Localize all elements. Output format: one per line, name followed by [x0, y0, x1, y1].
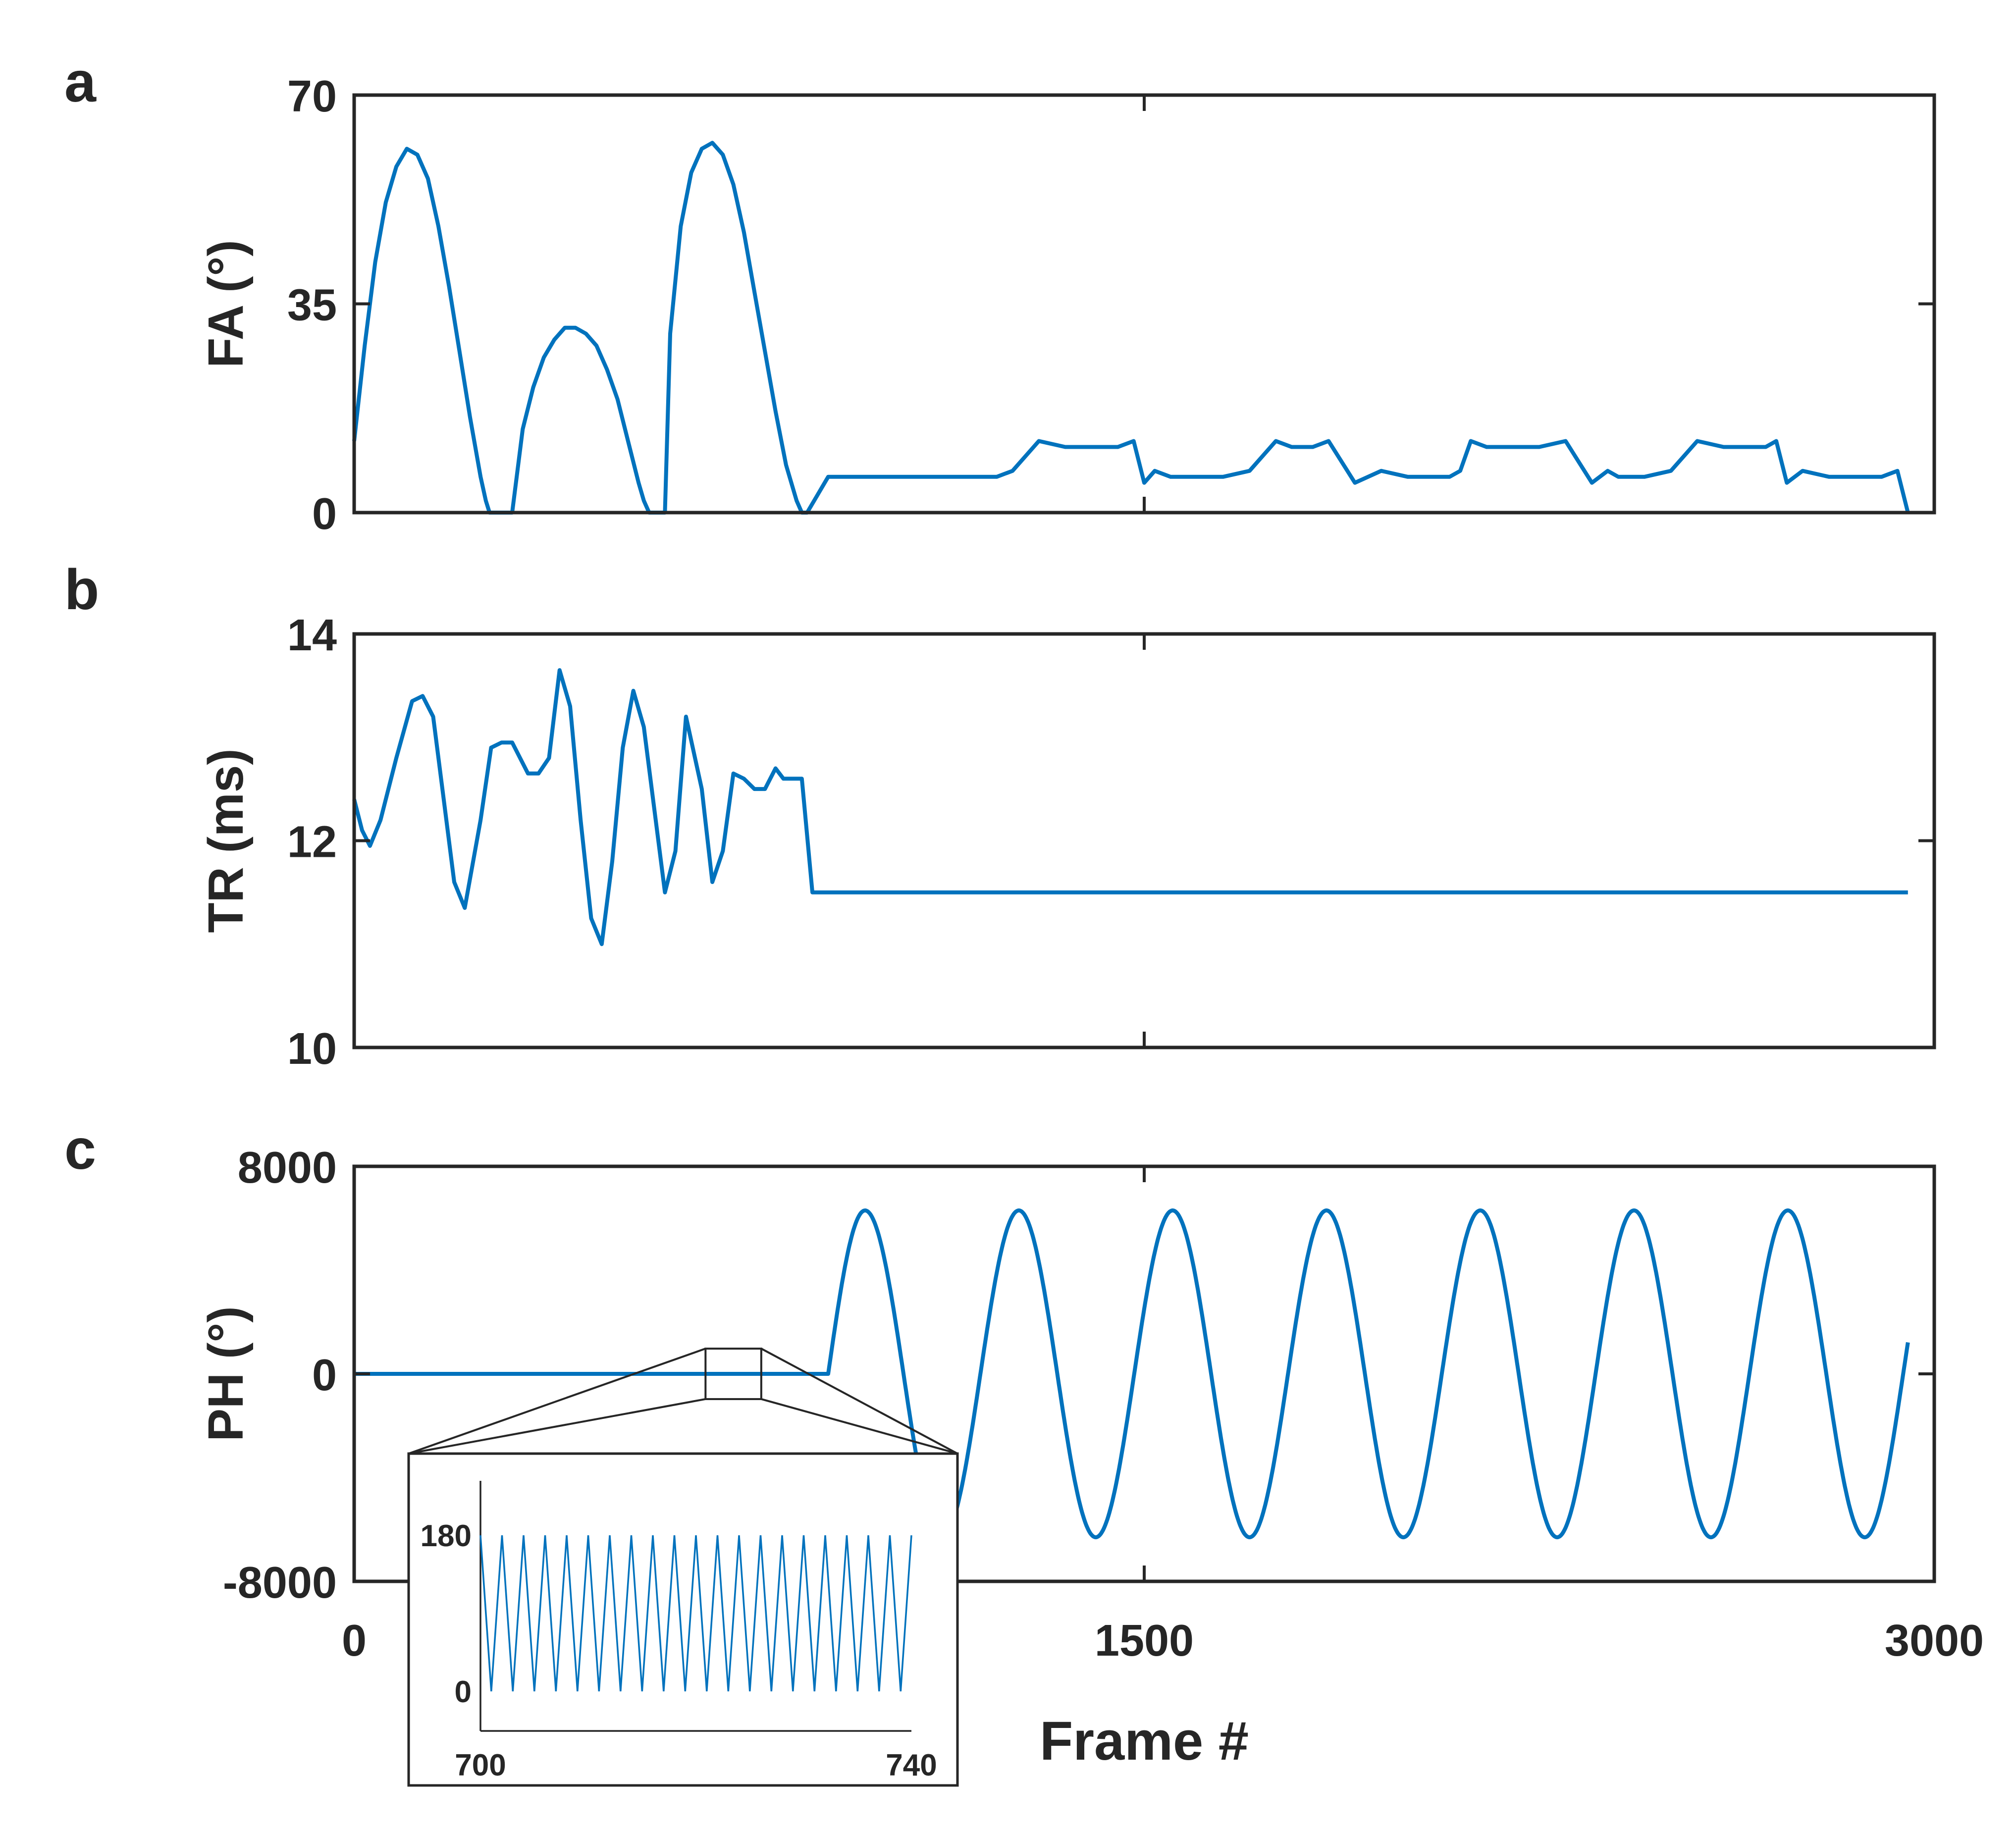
axis-c-xtick-label: 0 [342, 1616, 367, 1666]
series-line-c [353, 1208, 1910, 1539]
panel-letter-a: a [64, 51, 97, 114]
inset-xtick-label: 700 [455, 1748, 506, 1782]
y-axis-label-a: FA (°) [198, 240, 254, 367]
panel-letter-c: c [64, 1118, 96, 1181]
axis-c-ytick-label: 8000 [238, 1143, 337, 1193]
axis-c-ytick-label: -8000 [223, 1558, 337, 1608]
inset-series-line [479, 1535, 912, 1692]
axis-b-ytick-label: 10 [287, 1024, 337, 1074]
axes-frame-b [352, 632, 1936, 1049]
inset-frame [407, 1452, 959, 1787]
axis-c-ytick-label: 0 [312, 1351, 337, 1400]
zoom-callout-line [408, 1398, 706, 1455]
zoom-callout-line [408, 1348, 706, 1455]
panel-letter-b: b [64, 558, 99, 622]
chart-panel-b: 10 12 14 TR (ms) [198, 611, 1936, 1074]
series-line-a [352, 141, 1910, 515]
series-line-b [352, 668, 1908, 946]
y-axis-label-b: TR (ms) [198, 748, 254, 933]
inset-ytick-label: 180 [421, 1519, 472, 1553]
chart-panel-a: 0 35 70 FA (°) [198, 72, 1936, 539]
zoom-callout-line [761, 1398, 958, 1455]
inset-ytick-label: 0 [455, 1675, 472, 1709]
x-axis-label-c: Frame # [1040, 1711, 1249, 1772]
y-axis-label-c: PH (°) [198, 1306, 254, 1441]
inset-zoom-panel: 0 180 700 740 [407, 1452, 959, 1787]
axis-b-ytick-label: 12 [287, 818, 337, 867]
axis-c-xtick-label: 3000 [1885, 1616, 1984, 1666]
axis-c-xtick-label: 1500 [1095, 1616, 1194, 1666]
zoom-callout-line [760, 1348, 958, 1455]
axes-frame-a [352, 93, 1936, 515]
zoom-box [704, 1348, 762, 1400]
axis-b-ytick-label: 14 [287, 611, 337, 660]
axis-a-ytick-label: 35 [287, 281, 337, 330]
inset-xtick-label: 740 [886, 1748, 937, 1782]
axis-a-ytick-label: 0 [312, 489, 337, 539]
axis-a-ytick-label: 70 [287, 72, 337, 121]
